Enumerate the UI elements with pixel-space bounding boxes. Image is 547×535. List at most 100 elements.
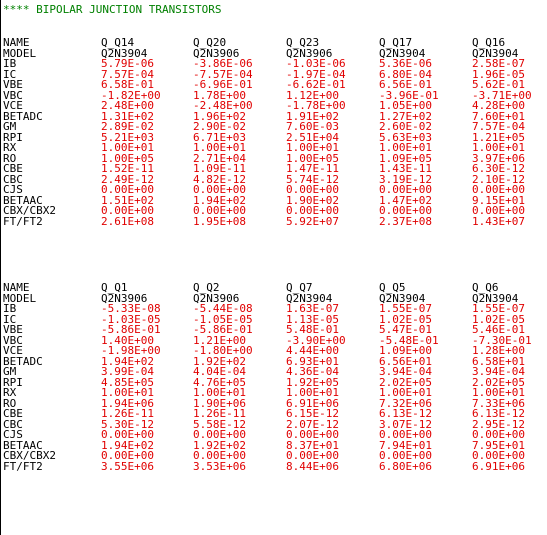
param-value: 3.99E-04	[101, 365, 154, 378]
param-value: -1.98E+00	[101, 344, 161, 357]
param-value: 0.00E+00	[286, 428, 339, 441]
device-name: Q_Q20	[193, 36, 227, 49]
param-label: CBX/CBX2	[3, 449, 56, 462]
param-value: 2.89E-02	[101, 120, 154, 133]
param-value: 1.00E+01	[286, 386, 339, 399]
param-value: -1.82E+00	[101, 88, 161, 102]
window-left-border	[0, 0, 1, 535]
param-value: 1.92E+02	[193, 438, 246, 452]
param-value: 1.26E-11	[193, 407, 246, 420]
param-label: FT/FT2	[3, 459, 43, 473]
param-label: GM	[3, 120, 17, 133]
param-label: RPI	[3, 130, 23, 144]
param-value: 1.92E+05	[286, 375, 339, 389]
param-label: CBX/CBX2	[3, 204, 56, 217]
param-value: -5.86E-01	[193, 323, 253, 336]
device-name: Q_Q16	[472, 36, 506, 49]
model-label: MODEL	[3, 46, 37, 60]
param-value: 3.97E+06	[472, 151, 525, 165]
param-value: 1.47E+02	[379, 193, 432, 207]
param-label: CBC	[3, 417, 23, 431]
device-model: Q2N3906	[193, 46, 240, 60]
param-value: 7.57E-04	[472, 120, 525, 133]
param-value: 1.90E+06	[193, 396, 246, 410]
param-value: 0.00E+00	[286, 449, 339, 462]
param-value: 5.63E+03	[379, 130, 432, 144]
param-value: 0.00E+00	[379, 204, 432, 217]
param-value: 1.40E+00	[101, 333, 154, 347]
param-label: BETAAC	[3, 438, 43, 452]
param-value: 2.95E-12	[472, 417, 525, 431]
param-value: 1.96E+02	[193, 109, 246, 123]
param-value: 2.49E-12	[101, 172, 154, 186]
device-model: Q2N3904	[379, 46, 426, 60]
param-value: 1.21E+05	[472, 130, 525, 144]
param-value: 0.00E+00	[101, 449, 154, 462]
param-value: 0.00E+00	[286, 204, 339, 217]
param-value: 0.00E+00	[101, 428, 154, 441]
param-value: 3.94E-04	[472, 365, 525, 378]
param-value: -1.03E-06	[286, 57, 346, 70]
param-label: CBE	[3, 162, 23, 175]
param-label: VBE	[3, 323, 23, 336]
param-value: 1.27E+02	[379, 109, 432, 123]
device-model: Q2N3906	[193, 291, 240, 305]
device-name: Q_Q6	[472, 281, 499, 294]
section-title: **** BIPOLAR JUNCTION TRANSISTORS	[3, 3, 222, 16]
device-model: Q2N3904	[286, 291, 333, 305]
param-value: 3.55E+06	[101, 459, 154, 473]
param-value: 1.63E-07	[286, 302, 339, 315]
param-value: 0.00E+00	[193, 183, 246, 196]
param-value: 1.13E-05	[286, 312, 339, 326]
param-value: 0.00E+00	[193, 449, 246, 462]
param-value: 0.00E+00	[101, 204, 154, 217]
param-label: CBC	[3, 172, 23, 186]
param-value: 0.00E+00	[472, 183, 525, 196]
param-label: IB	[3, 57, 17, 70]
param-value: 7.60E-03	[286, 120, 339, 133]
param-label: CJS	[3, 428, 23, 441]
param-label: RPI	[3, 375, 23, 389]
param-value: 1.43E-11	[379, 162, 432, 175]
param-value: 2.37E+08	[379, 214, 432, 228]
param-value: 4.04E-04	[193, 365, 246, 378]
param-value: 1.05E+00	[379, 99, 432, 112]
device-name: Q_Q17	[379, 36, 413, 49]
device-model: Q2N3906	[101, 291, 148, 305]
param-value: 3.07E-12	[379, 417, 432, 431]
param-value: 7.95E+01	[472, 438, 525, 452]
param-label: RX	[3, 386, 17, 399]
param-value: 6.13E-12	[472, 407, 525, 420]
param-value: -7.57E-04	[193, 67, 253, 81]
param-value: 2.10E-12	[472, 172, 525, 186]
param-value: 1.09E+00	[379, 344, 432, 357]
param-value: 6.91E+06	[286, 396, 339, 410]
param-value: 5.74E-12	[286, 172, 339, 186]
param-value: 1.55E-07	[379, 302, 432, 315]
param-label: VCE	[3, 344, 23, 357]
param-value: -1.05E-05	[193, 312, 253, 326]
param-value: -5.48E-01	[379, 333, 439, 347]
param-value: 8.37E+01	[286, 438, 339, 452]
param-label: RO	[3, 151, 17, 165]
param-value: 1.55E-07	[472, 302, 525, 315]
param-value: 0.00E+00	[193, 428, 246, 441]
device-model: Q2N3906	[286, 46, 333, 60]
param-value: -1.03E-05	[101, 312, 161, 326]
param-value: 6.13E-12	[379, 407, 432, 420]
param-value: -1.78E+00	[286, 99, 346, 112]
param-value: -3.90E+00	[286, 333, 346, 347]
param-value: 1.94E+02	[193, 193, 246, 207]
param-value: 8.44E+06	[286, 459, 339, 473]
param-value: 1.00E+01	[193, 141, 246, 154]
param-value: 6.93E+01	[286, 354, 339, 368]
param-value: 6.30E-12	[472, 162, 525, 175]
param-label: RO	[3, 396, 17, 410]
param-value: 1.96E-05	[472, 67, 525, 81]
param-value: 1.00E+01	[193, 386, 246, 399]
param-value: 6.56E-01	[379, 78, 432, 91]
param-value: 2.61E+08	[101, 214, 154, 228]
param-value: 1.78E+00	[193, 88, 246, 102]
device-name: Q_Q2	[193, 281, 220, 294]
device-name: Q_Q5	[379, 281, 406, 294]
